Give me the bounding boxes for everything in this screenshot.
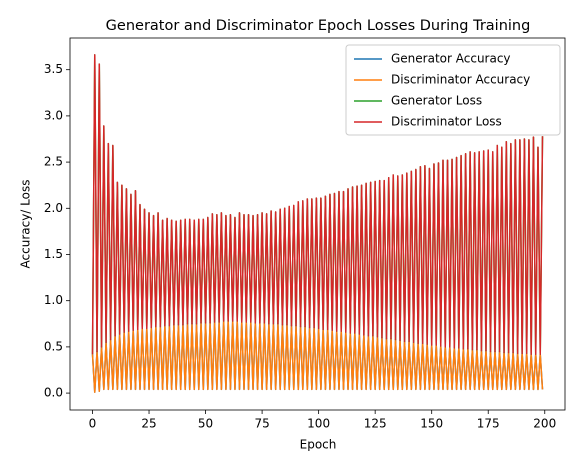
legend-box xyxy=(345,44,561,136)
x-tick-label: 25 xyxy=(141,417,156,431)
y-tick-label: 3.0 xyxy=(44,108,63,122)
x-tick-label: 175 xyxy=(477,417,500,431)
x-tick-label: 100 xyxy=(307,417,330,431)
x-tick-label: 0 xyxy=(89,417,97,431)
chart-title: Generator and Discriminator Epoch Losses… xyxy=(106,18,531,34)
series-line xyxy=(91,54,544,356)
legend: Generator Accuracy Discriminator Accuracy… xyxy=(345,44,561,136)
x-tick-label: 75 xyxy=(254,417,269,431)
series-line xyxy=(91,320,544,393)
y-axis-label: Accuracy/ Loss xyxy=(19,180,33,269)
legend-label: Generator Loss xyxy=(391,94,482,108)
x-tick-label: 50 xyxy=(198,417,213,431)
y-tick-label: 1.0 xyxy=(44,293,63,307)
y-tick-label: 3.5 xyxy=(44,62,63,76)
x-tick-label: 200 xyxy=(533,417,556,431)
y-tick-label: 2.0 xyxy=(44,201,63,215)
legend-label: Discriminator Accuracy xyxy=(391,73,530,87)
legend-label: Discriminator Loss xyxy=(391,115,502,129)
x-tick-label: 125 xyxy=(364,417,387,431)
y-tick-label: 1.5 xyxy=(44,247,63,261)
legend-label: Generator Accuracy xyxy=(391,52,511,66)
axes-frame xyxy=(69,37,566,411)
y-tick-label: 2.5 xyxy=(44,155,63,169)
x-axis-label: Epoch xyxy=(300,438,337,452)
y-tick-label: 0.5 xyxy=(44,339,63,353)
x-tick-label: 150 xyxy=(420,417,443,431)
y-tick-label: 0.0 xyxy=(44,386,63,400)
